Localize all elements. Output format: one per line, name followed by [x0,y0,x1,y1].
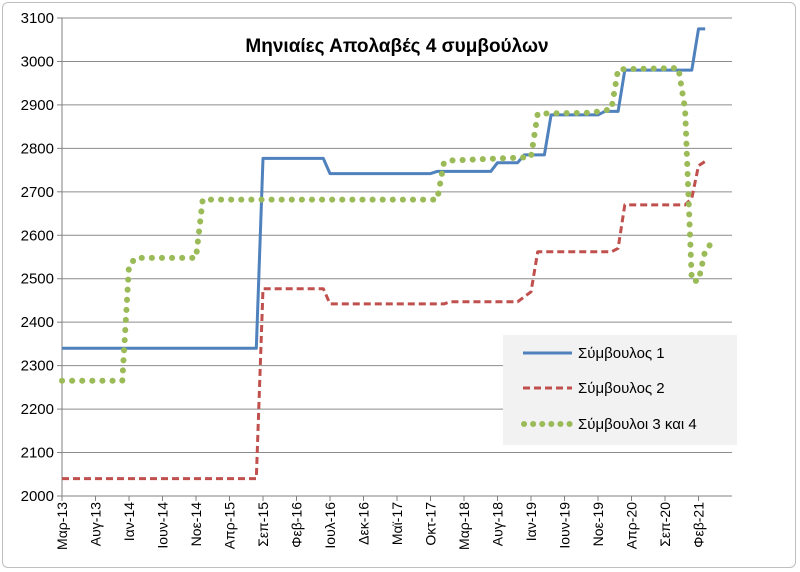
legend-label-2: Σύμβουλος 2 [578,380,665,397]
y-tick-label-0: 2000 [21,488,54,505]
x-tick-label-17: Απρ-20 [624,502,640,549]
chart-title: Μηνιαίες Απολαβές 4 συμβούλων [245,36,548,57]
legend-label-3: Σύμβουλοι 3 και 4 [578,416,697,433]
y-tick-label-11: 3100 [21,10,54,27]
x-tick-label-12: Μαρ-18 [456,502,472,550]
y-tick-label-9: 2900 [21,97,54,114]
series-line-3 [59,65,715,384]
x-tick-label-6: Σεπ-15 [255,502,271,547]
y-tick-label-2: 2200 [21,401,54,418]
x-tick-label-7: Φεβ-16 [289,502,305,548]
y-tick-label-1: 2100 [21,445,54,462]
x-tick-label-3: Ιουν-14 [155,502,171,549]
x-tick-label-16: Νοε-19 [590,502,606,547]
y-tick-label-7: 2700 [21,184,54,201]
y-tick-label-4: 2400 [21,314,54,331]
legend: Σύμβουλος 1 Σύμβουλος 2 Σύμβουλοι 3 και … [503,335,737,445]
axis-layer: 2000 2100 2200 2300 2400 2500 2600 2700 2800 2900… [21,10,732,550]
x-tick-label-1: Αυγ-13 [88,502,104,546]
x-tick-label-13: Αυγ-18 [490,502,506,546]
x-tick-label-8: Ιουλ-16 [322,502,338,549]
x-tick-label-4: Νοε-14 [188,502,204,547]
y-tick-label-8: 2800 [21,140,54,157]
x-tick-label-10: Μαϊ-17 [389,502,405,545]
series-layer [59,27,715,481]
legend-label-1: Σύμβουλος 1 [578,345,665,362]
y-tick-label-10: 3000 [21,53,54,70]
x-tick-label-9: Δεκ-16 [356,502,372,545]
x-tick-label-14: Ιαν-19 [523,502,539,541]
x-tick-label-19: Φεβ-21 [691,502,707,548]
grid-layer [62,17,732,454]
x-tick-label-15: Ιουν-19 [557,502,573,549]
series-line-1 [62,27,706,350]
x-tick-label-11: Οκτ-17 [423,502,439,546]
x-tick-label-0: Μαρ-13 [54,502,70,550]
x-tick-label-5: Απρ-15 [222,502,238,549]
y-tick-label-5: 2500 [21,271,54,288]
y-tick-label-3: 2300 [21,358,54,375]
x-tick-label-2: Ιαν-14 [121,502,137,541]
y-tick-label-6: 2600 [21,227,54,244]
x-tick-label-18: Σεπ-20 [657,502,673,547]
